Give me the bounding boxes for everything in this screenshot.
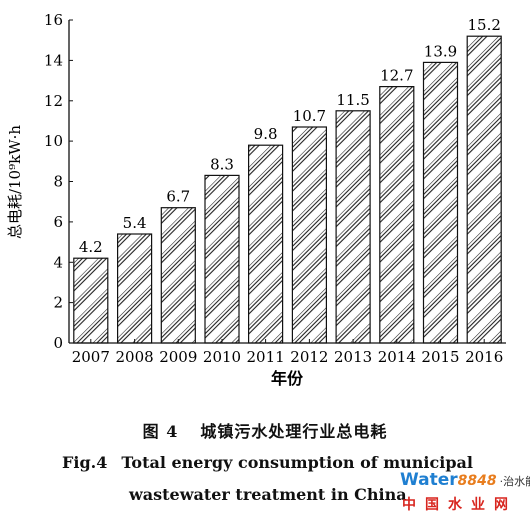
x-tick-label-2014: 2014: [378, 348, 416, 366]
bar-2015: [422, 61, 459, 344]
y-tick-label-16: 16: [44, 11, 63, 29]
watermark-brand-line: Water8848·治水能: [400, 470, 530, 490]
watermark-subtitle: 中国水业网: [402, 497, 517, 513]
bar-2011: [248, 144, 284, 344]
value-label-2011: 9.8: [254, 125, 278, 143]
y-ticks-layer: 0 2 4 6 8 10 12 14 16: [44, 11, 73, 352]
caption-en-title-line1: Total energy consumption of municipal: [121, 453, 473, 472]
value-label-2013: 11.5: [336, 91, 369, 109]
bar-2012: [291, 126, 327, 344]
x-ticks-layer: 2007 2008 2009 2010 2011 2012 2013 2014 2015 2016: [72, 339, 503, 366]
value-labels-layer: 4.2 5.4 6.7 8.3 9.8 10.7 11.5 12.7 13.9 15.2: [79, 16, 501, 256]
bar-2013: [335, 110, 371, 344]
caption-cn-title: 城镇污水处理行业总电耗: [200, 422, 388, 441]
x-axis-title: 年份: [271, 369, 304, 388]
y-tick-label-6: 6: [53, 213, 63, 231]
bar-2008: [116, 233, 153, 344]
watermark-brand: Water: [400, 470, 458, 490]
y-axis-title: 总电耗/10⁹kW·h: [6, 125, 24, 239]
value-label-2007: 4.2: [79, 238, 103, 256]
x-tick-label-2011: 2011: [247, 348, 285, 366]
bar-2009: [160, 207, 196, 344]
y-tick-label-2: 2: [53, 294, 63, 312]
bar-2016: [466, 35, 502, 344]
y-tick-label-12: 12: [44, 92, 63, 110]
bar-2014: [379, 85, 415, 344]
bar-2007: [73, 257, 109, 344]
bars-layer: [73, 35, 502, 344]
value-label-2012: 10.7: [293, 107, 326, 125]
y-tick-label-4: 4: [53, 253, 63, 271]
x-tick-label-2012: 2012: [290, 348, 328, 366]
caption-english-line2: wastewater treatment in China: [129, 485, 407, 504]
watermark-number: 8848: [457, 473, 497, 489]
value-label-2015: 13.9: [424, 42, 457, 60]
value-label-2016: 15.2: [467, 16, 500, 34]
x-tick-label-2013: 2013: [334, 348, 372, 366]
value-label-2009: 6.7: [166, 188, 190, 206]
bar-2010: [204, 174, 240, 344]
y-tick-label-8: 8: [53, 173, 63, 191]
x-tick-label-2010: 2010: [203, 348, 241, 366]
watermark-tag: ·治水能: [499, 475, 530, 488]
x-tick-label-2007: 2007: [72, 348, 110, 366]
x-tick-label-2015: 2015: [421, 348, 459, 366]
y-tick-label-0: 0: [53, 334, 63, 352]
value-label-2008: 5.4: [123, 214, 147, 232]
caption-en-figure-number: Fig.4: [62, 453, 108, 472]
value-label-2014: 12.7: [380, 67, 413, 85]
caption-chinese: 图 4 城镇污水处理行业总电耗: [0, 418, 530, 442]
x-tick-label-2008: 2008: [116, 348, 154, 366]
y-tick-label-10: 10: [44, 132, 63, 150]
caption-english-line1: Fig.4 Total energy consumption of municip…: [62, 453, 530, 472]
value-label-2010: 8.3: [210, 155, 234, 173]
x-tick-label-2016: 2016: [465, 348, 503, 366]
y-tick-label-14: 14: [44, 51, 63, 69]
caption-cn-figure-number: 图 4: [142, 422, 179, 441]
x-tick-label-2009: 2009: [159, 348, 197, 366]
watermark-logo: Water8848·治水能 中国水业网: [400, 470, 530, 514]
bar-chart: 4.2 5.4 6.7 8.3 9.8 10.7 11.5 12.7 13.9 15.2 0 2 4 6…: [6, 11, 506, 388]
